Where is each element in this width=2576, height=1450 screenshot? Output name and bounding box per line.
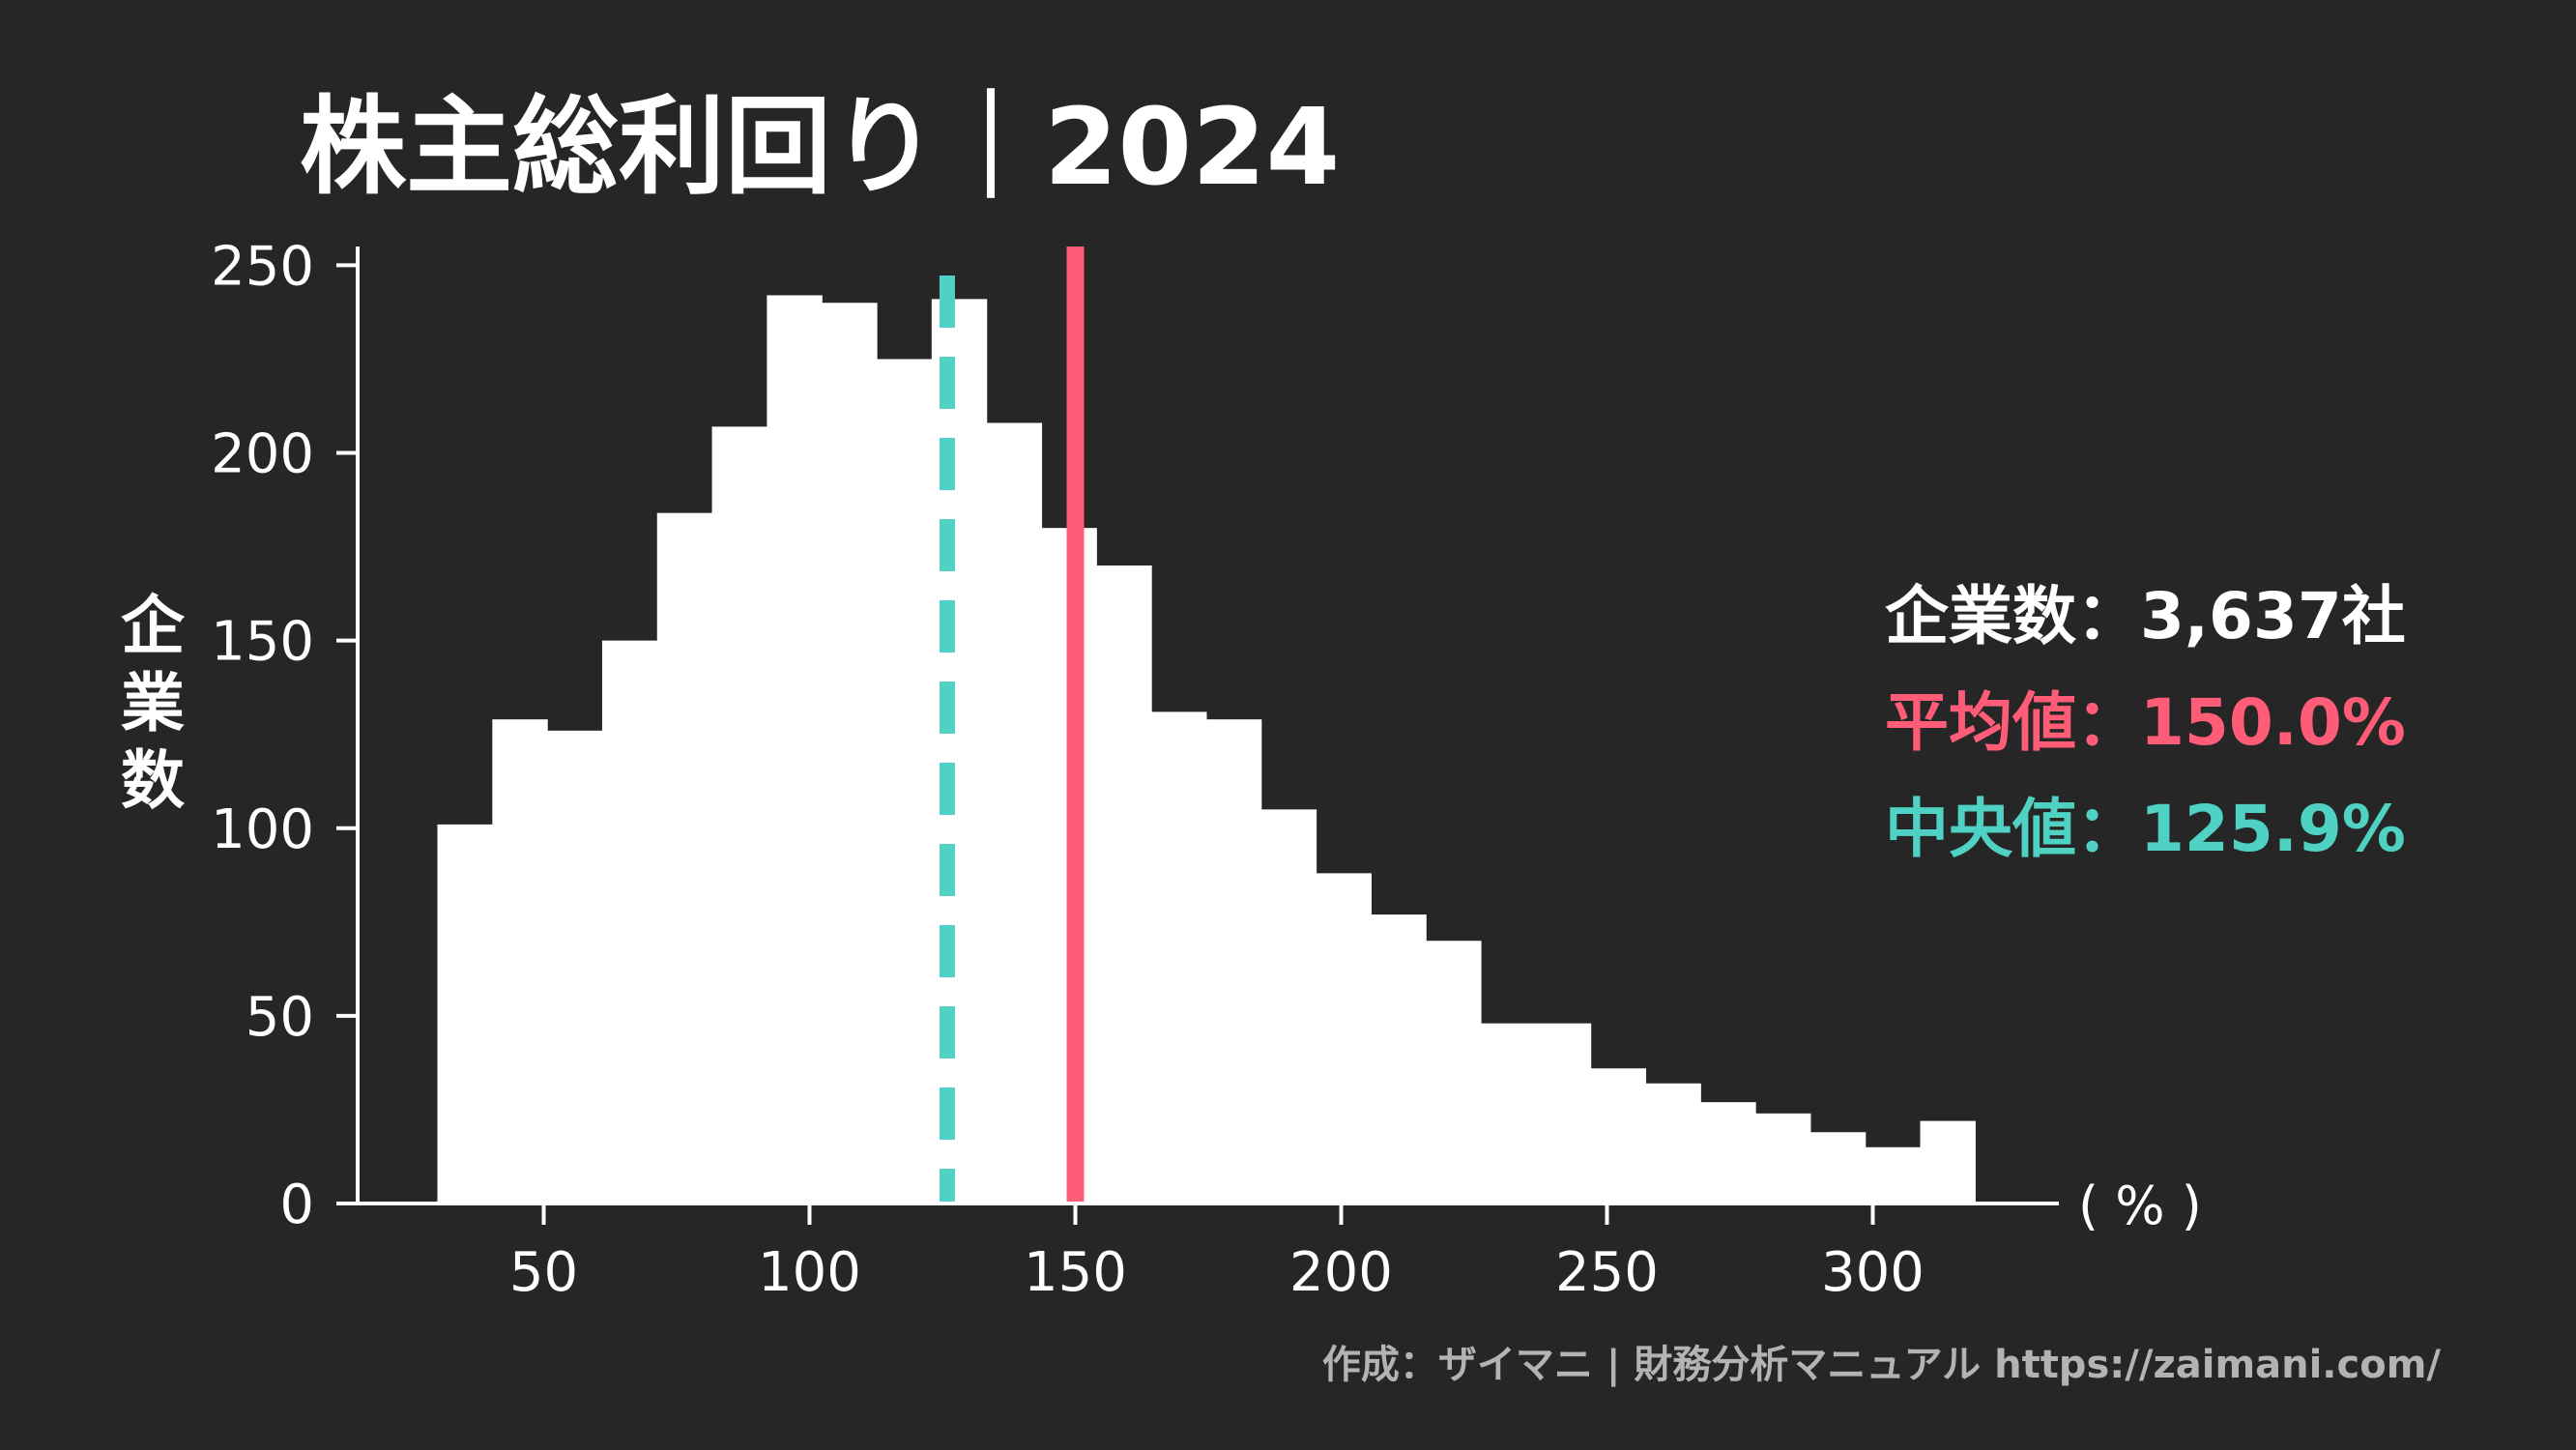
histogram-bar	[822, 303, 878, 1204]
histogram-bar	[547, 730, 603, 1204]
histogram-bar	[1809, 1132, 1867, 1204]
histogram-bar	[1865, 1146, 1922, 1204]
x-tick-label: 300	[1821, 1241, 1925, 1304]
histogram-bar	[492, 719, 548, 1204]
y-tick-label: 200	[211, 423, 314, 486]
histogram-bar	[1426, 941, 1482, 1204]
histogram-bar	[986, 422, 1043, 1204]
histogram-bar	[1316, 873, 1372, 1204]
histogram-bar	[1535, 1023, 1592, 1204]
histogram-bar	[1096, 566, 1152, 1204]
histogram-bar	[1590, 1068, 1647, 1204]
histogram-bar	[437, 824, 493, 1204]
x-ticks: 50 100 150 200 250 300	[509, 1204, 1925, 1304]
histogram-bar	[1480, 1023, 1537, 1204]
histogram-bar	[1205, 719, 1262, 1204]
footer-credit: 作成：ザイマニ | 財務分析マニュアル https://zaimani.com/	[1322, 1343, 2441, 1388]
histogram-bar	[877, 359, 933, 1204]
x-tick-label: 200	[1289, 1241, 1393, 1304]
axes: 0 50 100 150 200 250 50 100 150 200 250 300	[211, 235, 2059, 1304]
histogram-bar	[1920, 1120, 1976, 1204]
histogram-bar	[1755, 1113, 1811, 1204]
histogram-bar	[767, 295, 823, 1204]
stat-line: 中央値：125.9%	[1885, 792, 2406, 866]
x-tick-label: 150	[1024, 1241, 1127, 1304]
stat-line: 平均値：150.0%	[1885, 685, 2406, 760]
y-tick-label: 250	[211, 235, 314, 298]
y-tick-label: 0	[279, 1174, 314, 1236]
x-axis-unit-label: ( % )	[2078, 1175, 2202, 1236]
y-tick-label: 50	[246, 986, 314, 1049]
x-tick-label: 50	[509, 1241, 578, 1304]
y-axis-label: 企業数	[121, 589, 186, 818]
y-tick-label: 100	[211, 798, 314, 861]
chart-title: 株主総利回り｜2024	[300, 85, 1340, 209]
y-ticks: 0 50 100 150 200 250	[211, 235, 358, 1236]
reference-lines	[939, 246, 1085, 1204]
histogram-bar	[601, 640, 658, 1204]
histogram-bar	[656, 512, 713, 1204]
histogram-bar	[1700, 1102, 1756, 1204]
y-tick-label: 150	[211, 611, 314, 674]
stat-line: 企業数：3,637社	[1885, 579, 2406, 653]
x-tick-label: 100	[758, 1241, 861, 1304]
x-tick-label: 250	[1555, 1241, 1659, 1304]
histogram-bar	[1371, 914, 1427, 1204]
histogram-bar	[931, 299, 988, 1204]
histogram-bar	[1260, 809, 1317, 1204]
histogram-bar	[711, 426, 767, 1204]
histogram-bar	[1151, 711, 1207, 1204]
histogram-bar	[1645, 1083, 1701, 1204]
bars-group	[437, 295, 1976, 1204]
